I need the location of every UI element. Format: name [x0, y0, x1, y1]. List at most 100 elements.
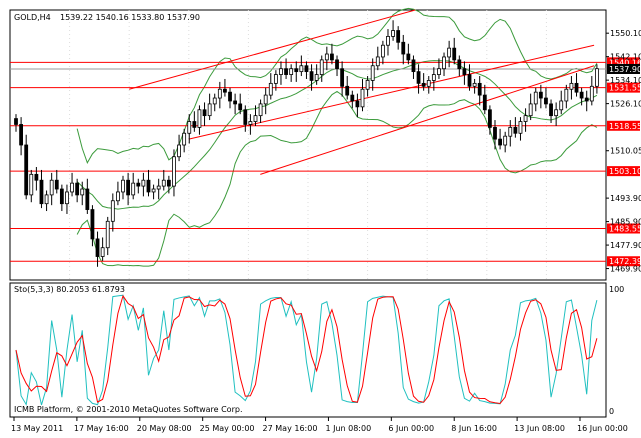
candle-body	[44, 194, 49, 205]
candle-body	[513, 126, 518, 134]
candle-body	[197, 109, 202, 128]
candle-body	[19, 124, 23, 146]
candle-body	[116, 191, 120, 202]
trend-line	[260, 65, 595, 175]
level-label: 1540.16	[609, 58, 641, 67]
candle-body	[75, 182, 80, 196]
candle-body	[426, 80, 431, 87]
level-label: 1503.10	[609, 167, 641, 176]
candle-body	[248, 121, 253, 125]
candle-body	[284, 68, 288, 75]
candle-body	[161, 179, 166, 187]
level-label-bg	[607, 82, 640, 93]
copyright-footer: ICMB Platform, © 2001-2010 MetaQuotes So…	[14, 405, 243, 414]
candle-body	[360, 88, 365, 108]
candle-body	[228, 91, 232, 102]
time-tick-label: 16 Jun 00:00	[577, 424, 628, 433]
candle-body	[279, 68, 283, 75]
level-label-bg	[607, 223, 640, 234]
candle-body	[340, 68, 345, 87]
candle-body	[70, 182, 74, 193]
candle-body	[533, 91, 538, 105]
symbol-label: GOLD,H4	[14, 13, 51, 22]
trend-lines[interactable]	[129, 9, 595, 175]
candle-body	[595, 68, 599, 87]
candle-body	[299, 65, 304, 73]
candle-body	[584, 97, 589, 102]
candle-body	[95, 238, 100, 257]
candle-body	[24, 144, 29, 196]
level-label-bg	[607, 256, 640, 267]
candle-body	[503, 135, 508, 146]
candle-body	[54, 179, 59, 190]
candle-body	[493, 126, 497, 140]
indicator-min-label: 0	[609, 407, 614, 416]
candle-body	[187, 121, 192, 134]
candle-body	[365, 80, 370, 90]
candle-body	[508, 126, 513, 137]
candle-body	[538, 91, 543, 99]
price-tick-label: 1493.90	[610, 194, 641, 203]
candle-body	[212, 97, 217, 105]
candle-body	[258, 103, 263, 117]
time-tick-label: 27 May 16:00	[263, 424, 318, 433]
candle-body	[498, 138, 502, 146]
time-tick-label: 1 Jun 08:00	[325, 424, 371, 433]
price-tick-label: 1526.10	[610, 100, 641, 109]
level-label: 1531.55	[609, 84, 641, 93]
candle-body	[442, 56, 446, 70]
candle-body	[574, 82, 579, 93]
time-tick-label: 25 May 00:00	[200, 424, 255, 433]
candle-body	[350, 94, 355, 102]
price-tick-label: 1542.10	[610, 53, 641, 62]
candle-body	[431, 74, 436, 81]
candle-body	[136, 182, 141, 187]
candle-body	[380, 44, 385, 58]
candle-body	[166, 179, 171, 187]
indicator-max-label: 100	[609, 285, 624, 294]
level-label-bg	[607, 120, 640, 131]
candle-body	[452, 47, 457, 61]
candle-body	[447, 47, 452, 58]
candle-body	[14, 118, 18, 125]
indicator-pane[interactable]	[9, 282, 607, 418]
trend-line	[188, 44, 595, 140]
candle-body	[411, 59, 416, 73]
time-tick-label: 13 Jun 08:00	[514, 424, 565, 433]
candle-body	[49, 179, 54, 196]
candle-body	[437, 68, 441, 75]
band-lower	[76, 90, 598, 267]
candle-body	[80, 188, 85, 196]
candle-body	[457, 59, 462, 70]
candle-body	[544, 97, 548, 105]
price-tick-label: 1477.90	[610, 241, 641, 250]
level-label: 1537.90	[609, 65, 641, 74]
candle-body	[355, 100, 360, 108]
time-axis: 13 May 2011 17 May 16:00 20 May 08:00 25 Ma…	[11, 417, 628, 433]
price-tick-label: 1550.10	[610, 29, 641, 38]
stochastic-lines	[15, 294, 598, 406]
candle-body	[151, 188, 156, 193]
candle-body	[330, 53, 334, 61]
time-tick-label: 20 May 08:00	[137, 424, 192, 433]
candle-body	[304, 65, 309, 73]
candle-body	[217, 88, 222, 99]
candle-body	[345, 85, 350, 96]
candle-body	[319, 59, 324, 75]
candle-body	[523, 115, 528, 122]
price-tick-label: 1469.90	[610, 265, 641, 274]
candle-body	[202, 109, 207, 117]
candle-body	[289, 68, 294, 75]
level-label: 1483.55	[609, 224, 641, 233]
price-tick-label: 1534.10	[610, 76, 641, 85]
grid	[69, 10, 547, 280]
candle-body	[375, 56, 380, 67]
candle-body	[386, 36, 390, 46]
candle-body	[207, 103, 212, 117]
candle-body	[406, 53, 411, 61]
candle-body	[416, 71, 421, 84]
time-tick-label: 17 May 16:00	[74, 424, 129, 433]
candle-body	[335, 59, 339, 70]
stoch-signal-line	[15, 294, 598, 404]
